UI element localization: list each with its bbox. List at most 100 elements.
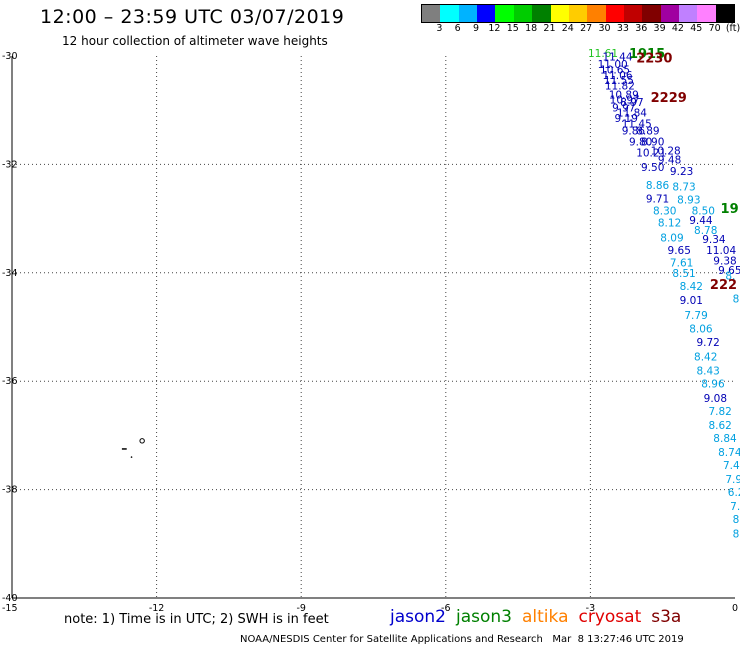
pass-time-label: 2230: [636, 52, 672, 67]
color-scale-label: 30: [598, 23, 611, 34]
color-swatch: [642, 5, 661, 22]
wave-height-value: 11.61: [588, 48, 618, 60]
wave-height-value: 10.89: [609, 89, 639, 101]
wave-height-value: 10.28: [651, 146, 681, 158]
wave-height-value: 9.71: [646, 193, 669, 205]
wave-height-value: 8.78: [694, 225, 717, 237]
color-swatch: [623, 5, 643, 22]
islands: [121, 438, 145, 458]
lon-tick-label: -3: [586, 603, 595, 614]
wave-height-value: 6.2: [728, 487, 740, 499]
island-outline: [130, 456, 133, 458]
wave-height-value: 8.30: [653, 205, 676, 217]
map-grid: [12, 56, 735, 598]
color-scale-label: 27: [580, 23, 593, 34]
wave-height-value: 8.42: [694, 352, 717, 364]
lon-tick-label: 0: [732, 603, 738, 614]
page-subtitle: 12 hour collection of altimeter wave hei…: [62, 34, 328, 48]
wave-height-value: 9.86: [622, 126, 646, 138]
wave-height-value: 8.90: [641, 136, 664, 148]
wave-height-value: 9.48: [658, 154, 681, 166]
color-swatch: [715, 5, 735, 22]
color-scale-label: 21: [543, 23, 556, 34]
color-swatch: [679, 5, 698, 22]
wave-height-value: 9.80: [629, 136, 652, 148]
wave-height-value: 11.00: [598, 59, 628, 71]
wave-height-value: 8.06: [689, 323, 713, 335]
color-swatch: [587, 5, 606, 22]
lon-tick-label: -9: [296, 603, 305, 614]
color-swatch: [660, 5, 680, 22]
legend-item-jason2: jason2: [390, 607, 446, 627]
color-scale-label: 12: [488, 23, 501, 34]
wave-height-value: 10.97: [610, 95, 640, 107]
footer-note: note: 1) Time is in UTC; 2) SWH is in fe…: [64, 612, 329, 627]
color-scale-label: (ft): [725, 23, 740, 34]
wave-height-value: 8.: [733, 294, 740, 306]
pass-time-label: 222: [710, 278, 737, 293]
wave-height-value: 8.96: [701, 379, 725, 391]
wave-height-value: 8.84: [713, 433, 737, 445]
color-scale-label: 42: [671, 23, 684, 34]
wave-height-value: 9.65: [668, 245, 691, 257]
color-swatch: [532, 5, 551, 22]
wave-height-value: 9.97: [612, 102, 635, 114]
lat-tick-label: -36: [2, 376, 18, 387]
wave-height-value: 8.86: [646, 180, 670, 192]
color-scale-label: 6: [454, 23, 461, 34]
wave-height-value: 11.55: [604, 75, 634, 87]
wave-height-value: 9.34: [702, 234, 726, 246]
wave-height-value: 7.9: [725, 474, 740, 486]
wave-height-value: 7.: [730, 501, 740, 513]
wave-height-value: 8.97: [620, 97, 643, 109]
wave-height-value: 7.41: [723, 460, 740, 472]
pass-time-label: 1915: [629, 47, 665, 62]
wave-height-value: 8.50: [692, 205, 715, 217]
wave-height-value: 8.12: [658, 218, 681, 230]
wave-height-value: 9.50: [641, 162, 664, 174]
lat-tick-label: -34: [2, 268, 18, 279]
island-outline: [139, 438, 145, 444]
color-scale-label: 9: [473, 23, 480, 34]
wave-height-value: 8.51: [672, 268, 695, 280]
wave-height-value: 9.01: [680, 295, 703, 307]
color-swatch: [477, 5, 496, 22]
wave-height-value: 7.61: [670, 257, 693, 269]
credit-line: NOAA/NESDIS Center for Satellite Applica…: [240, 634, 684, 645]
wave-height-value: 9.44: [689, 215, 713, 227]
color-swatch: [422, 5, 441, 22]
wave-height-value: 11.06: [602, 70, 632, 82]
wave-height-value: 8.89: [636, 126, 659, 138]
wave-height-value: 8: [733, 514, 740, 526]
satellite-legend: jason2 jason3 altika cryosat s3a: [390, 607, 691, 627]
wave-height-value: 9.23: [670, 166, 693, 178]
color-swatch: [440, 5, 459, 22]
color-scale-label: 15: [506, 23, 519, 34]
wave-height-value: 11.04: [706, 245, 736, 257]
color-swatch: [495, 5, 514, 22]
lat-tick-label: -32: [2, 159, 18, 170]
wave-height-value: 8.73: [672, 181, 695, 193]
wave-height-value: 8: [733, 528, 740, 540]
color-scale-label: 33: [616, 23, 629, 34]
wave-height-value: 9.65: [718, 265, 740, 277]
wave-height-value: 9.08: [704, 393, 727, 405]
wave-height-value: 11.82: [605, 81, 635, 93]
wave-height-value: 8.: [725, 270, 735, 282]
legend-item-jason3: jason3: [456, 607, 512, 627]
wave-height-value: 8.93: [677, 194, 700, 206]
page-title: 12:00 – 23:59 UTC 03/07/2019: [40, 6, 345, 28]
wave-height-value: 7.82: [708, 406, 731, 418]
color-swatch: [568, 5, 588, 22]
color-scale-label: 24: [561, 23, 574, 34]
wave-height-value: 9.38: [713, 256, 736, 268]
color-swatch: [458, 5, 478, 22]
color-scale-bar: [421, 4, 735, 23]
legend-item-s3a: s3a: [651, 607, 682, 627]
legend-item-altika: altika: [522, 607, 569, 627]
satellite-track-values: 11.6111.4411.0010.6511.0611.5511.8210.89…: [588, 47, 740, 540]
pass-time-label: 2229: [651, 91, 687, 106]
color-scale-label: 45: [690, 23, 703, 34]
color-scale-label: 39: [653, 23, 666, 34]
